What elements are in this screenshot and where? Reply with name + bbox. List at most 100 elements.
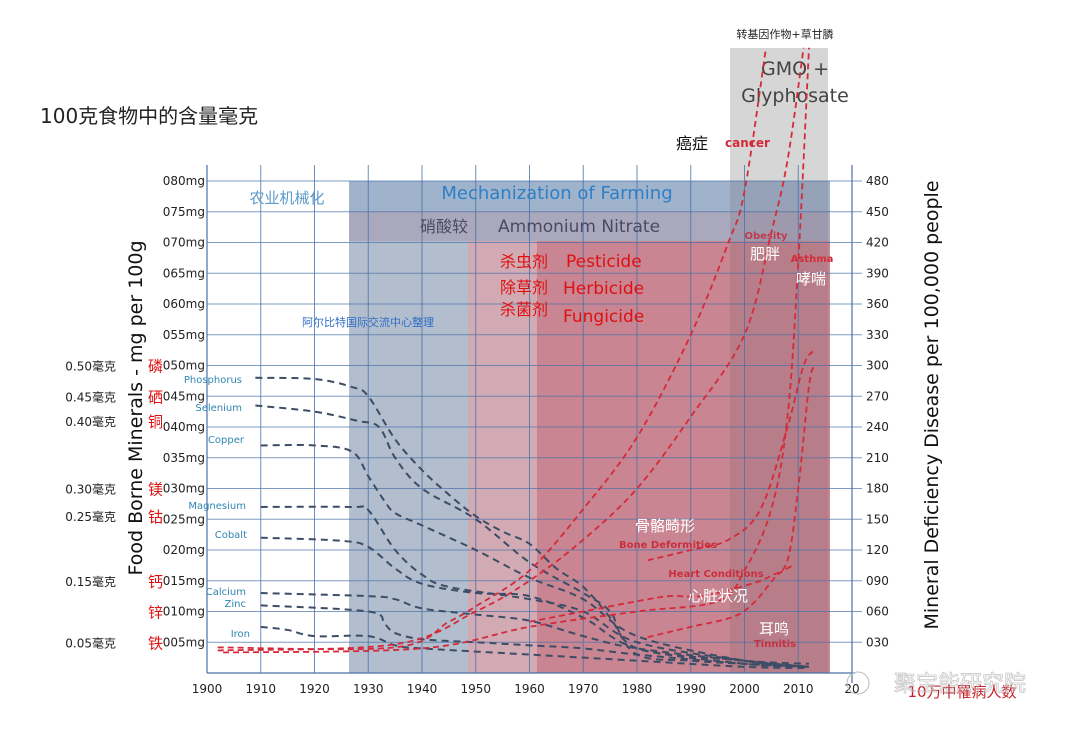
x-tick-label: 1930	[353, 682, 384, 696]
watermark: 聚宝能研究院	[894, 672, 1026, 697]
series-label-phosphorus: Phosphorus	[184, 375, 242, 386]
mineral-element-label: 钙	[148, 573, 163, 591]
mineral-element-label: 钴	[148, 508, 163, 526]
y-right-tick-label: 300	[866, 359, 889, 373]
y-right-tick-label: 120	[866, 543, 889, 557]
series-label-magnesium: Magnesium	[188, 501, 246, 512]
mineral-element-label: 铜	[148, 413, 163, 431]
x-tick-label: 1970	[568, 682, 599, 696]
series-label-bone-cn: 骨骼畸形	[635, 517, 695, 535]
ammonium-nitrate-band	[349, 211, 830, 241]
y-right-tick-label: 420	[866, 236, 889, 250]
era-label-pesticide-cn: 杀虫剂	[500, 252, 548, 271]
right-axis-title: Mineral Deficiency Disease per 100,000 p…	[921, 180, 943, 629]
era-label-gmo: GMO + Glyphosate	[741, 58, 849, 107]
era-label-fungicide-cn: 杀菌剂	[500, 300, 548, 319]
y-left-tick-label: 010mg	[163, 605, 205, 619]
series-line-cobalt	[260, 536, 810, 668]
mineral-amount-label: 0.40毫克	[65, 414, 116, 429]
x-tick-label: 1960	[514, 682, 545, 696]
mineral-series	[255, 376, 810, 670]
era-label-fungicide: Fungicide	[563, 307, 644, 327]
y-right-tick-label: 390	[866, 266, 889, 280]
x-tick-label: 1940	[407, 682, 438, 696]
era-label-ammonium: Ammonium Nitrate	[498, 217, 660, 237]
y-left-tick-label: 080mg	[163, 174, 205, 188]
mineral-amount-label: 0.25毫克	[65, 509, 116, 524]
era-label-herbicide: Herbicide	[563, 279, 644, 299]
x-tick-label: 1950	[460, 682, 491, 696]
left-axis: 005mg 010mg 015mg 020mg 025mg 030mg 035mg 040mg…	[65, 174, 205, 652]
y-right-tick-label: 090	[866, 574, 889, 588]
y-right-tick-label: 060	[866, 605, 889, 619]
y-right-tick-label: 330	[866, 328, 889, 342]
y-right-tick-label: 450	[866, 205, 889, 219]
series-label-asthma: Asthma	[791, 254, 834, 265]
series-line-phosphorus	[255, 376, 810, 668]
x-tick-label: 1900	[192, 682, 223, 696]
page-title: 100克食物中的含量毫克	[40, 104, 258, 128]
y-left-tick-label: 020mg	[163, 543, 205, 557]
mineral-element-label: 铁	[148, 634, 163, 652]
right-axis-note: 10万中罹病人数	[907, 683, 1016, 701]
series-line-obesity	[217, 47, 805, 652]
y-right-tick-label: 240	[866, 420, 889, 434]
y-left-tick-label: 075mg	[163, 205, 205, 219]
y-left-tick-label: 060mg	[163, 297, 205, 311]
mineral-element-label: 镁	[148, 481, 163, 499]
series-line-cancer	[217, 47, 767, 651]
mineral-element-label: 锌	[148, 604, 163, 622]
y-left-tick-label: 035mg	[163, 451, 205, 465]
y-left-tick-label: 015mg	[163, 574, 205, 588]
era-label-ammonium-cn: 硝酸较	[420, 217, 468, 236]
series-label-zinc: Zinc	[225, 599, 246, 610]
series-label-asthma-cn: 哮喘	[796, 270, 826, 288]
mineral-amount-label: 0.50毫克	[65, 359, 116, 374]
mineral-amount-label: 0.45毫克	[65, 389, 116, 404]
left-axis-title: Food Borne Minerals - mg per 100g	[125, 240, 147, 575]
grid	[206, 165, 862, 683]
series-line-iron	[260, 625, 810, 670]
y-left-tick-label: 050mg	[163, 359, 205, 373]
series-label-obesity: Obesity	[744, 231, 788, 242]
series-line-asthma	[223, 47, 810, 654]
series-line-magnesium	[260, 504, 810, 668]
series-line-tinnitis	[647, 564, 794, 639]
series-label-calcium: Calcium	[206, 587, 246, 598]
y-left-tick-label: 045mg	[163, 389, 205, 403]
x-tick-label: 1980	[622, 682, 653, 696]
series-label-selenium: Selenium	[195, 403, 242, 414]
series-line-copper	[260, 443, 810, 668]
x-tick-label: 20	[844, 682, 859, 696]
x-tick-label: 2010	[783, 682, 814, 696]
series-label-iron: Iron	[231, 629, 250, 640]
series-label-tinnitis: Tinnitis	[754, 639, 796, 650]
series-line-bone-deformities	[647, 349, 816, 562]
y-left-tick-label: 030mg	[163, 482, 205, 496]
series-label-heart-cn: 心脏状况	[688, 587, 748, 605]
mineral-labels: Phosphorus Selenium Copper Magnesium Cob…	[184, 375, 250, 640]
series-line-heart-conditions	[529, 365, 816, 623]
y-left-tick-label: 005mg	[163, 635, 205, 649]
x-tick-label: 1990	[675, 682, 706, 696]
mineral-amount-label: 0.30毫克	[65, 482, 116, 497]
mineral-element-label: 硒	[148, 388, 163, 406]
mechanization-band	[349, 181, 830, 211]
era-label-pesticide: Pesticide	[566, 252, 642, 272]
series-label-cobalt: Cobalt	[215, 530, 247, 541]
mineral-amount-label: 0.05毫克	[65, 635, 116, 650]
series-label-heart: Heart Conditions	[668, 569, 763, 580]
series-label-obesity-cn: 肥胖	[750, 245, 780, 263]
x-tick-label: 2000	[729, 682, 760, 696]
y-left-tick-label: 040mg	[163, 420, 205, 434]
series-line-zinc	[260, 604, 810, 668]
y-right-tick-label: 150	[866, 512, 889, 526]
pesticide-region-light	[468, 241, 537, 673]
y-left-tick-label: 055mg	[163, 328, 205, 342]
series-label-bone: Bone Deformities	[619, 540, 717, 551]
y-left-tick-label: 025mg	[163, 512, 205, 526]
series-label-copper: Copper	[208, 435, 245, 446]
y-left-tick-label: 065mg	[163, 266, 205, 280]
y-right-tick-label: 480	[866, 174, 889, 188]
